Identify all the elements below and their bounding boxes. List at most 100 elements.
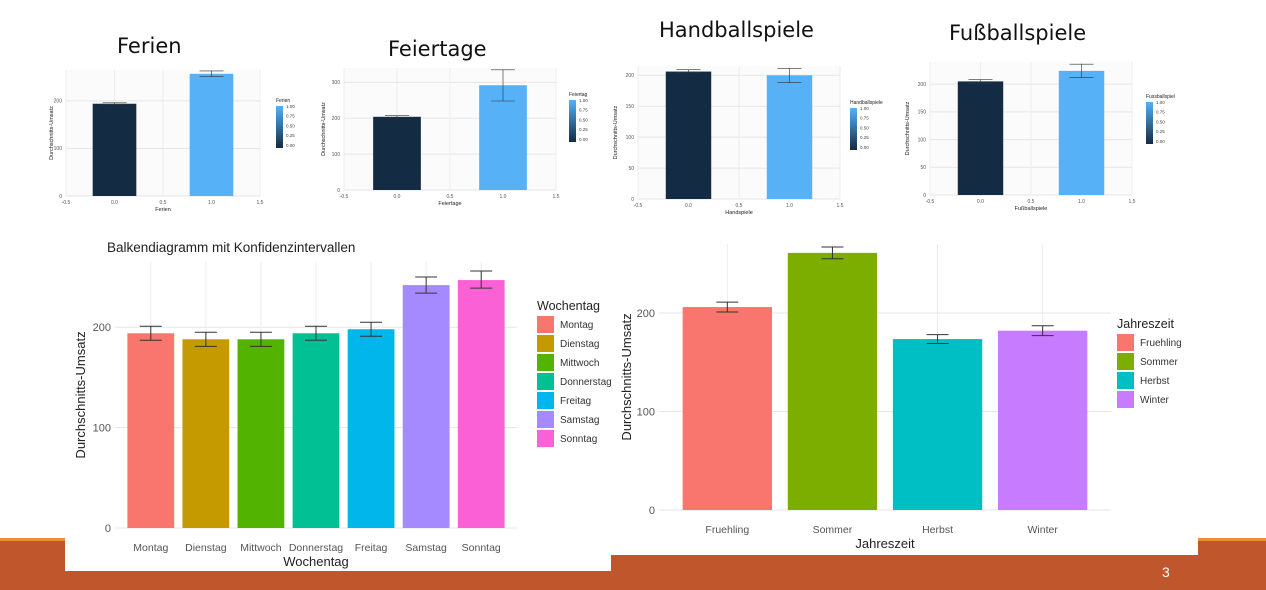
bar-dienstag [182, 339, 230, 528]
legend-label: 0.00 [860, 145, 869, 150]
x-axis-label: Handspiele [725, 210, 753, 216]
bar-0 [957, 81, 1004, 195]
legend-label: 0.50 [1156, 119, 1165, 124]
legend-label: 1.00 [1156, 100, 1165, 105]
legend-label: 0.00 [1156, 139, 1165, 144]
x-tick-label: 0.5 [447, 194, 454, 200]
y-tick-label: 50 [920, 165, 926, 171]
y-tick-label: 150 [918, 110, 927, 116]
y-axis-label: Durchschnitts-Umsatz [613, 105, 619, 159]
y-tick-label: 200 [54, 99, 63, 105]
x-axis-label: Wochentag [283, 554, 349, 569]
x-tick-label: Herbst [922, 524, 953, 536]
legend-label: 0.75 [286, 114, 295, 119]
bar-fruehling [682, 307, 772, 510]
legend-label-freitag: Freitag [560, 396, 591, 407]
bar-0 [92, 103, 137, 196]
legend-title: Wochentag [537, 299, 600, 313]
legend-label: 0.00 [286, 143, 295, 148]
x-tick-label: Samstag [405, 542, 447, 554]
bar-samstag [402, 285, 450, 528]
y-tick-label: 0 [631, 197, 634, 203]
x-axis-label: Jahreszeit [855, 536, 915, 551]
x-tick-label: 1.5 [257, 200, 264, 206]
legend-label-herbst: Herbst [1140, 376, 1170, 387]
x-tick-label: 0.0 [111, 200, 118, 206]
bar-mittwoch [237, 339, 285, 528]
slide-number: 3 [1162, 564, 1170, 580]
x-axis-label: Ferien [155, 207, 171, 213]
chart-handballspiele: 0 50 100 150 200 -0.5 0.0 0.5 1.0 1.5 Handspiele Du… [613, 66, 883, 216]
legend-title: Ferien [276, 98, 290, 104]
legend-colorbar [850, 108, 857, 150]
y-tick-label: 200 [918, 82, 927, 88]
y-tick-label: 100 [626, 135, 635, 141]
y-tick-label: 200 [332, 116, 341, 122]
bar-1 [189, 73, 234, 196]
legend-title: Feiertag [569, 92, 588, 98]
y-axis-label: Durchschnitts-Umsatz [49, 106, 55, 160]
x-axis-label: Feiertage [438, 201, 461, 207]
legend-label: 1.00 [286, 104, 295, 109]
legend-label-dienstag: Dienstag [560, 339, 599, 350]
x-tick-label: Freitag [355, 542, 388, 554]
legend-label: 0.50 [860, 125, 869, 130]
legend-label-mittwoch: Mittwoch [560, 358, 599, 369]
legend-title: Fussballspiel [1146, 94, 1175, 100]
x-tick-label: Winter [1028, 524, 1059, 536]
legend-label-sonntag: Sonntag [560, 434, 597, 445]
x-tick-label: 1.0 [786, 203, 793, 209]
y-tick-label: 0 [923, 193, 926, 199]
x-tick-label: 0.5 [160, 200, 167, 206]
legend-swatch-fruehling [1117, 334, 1134, 351]
legend-colorbar [569, 100, 576, 142]
x-tick-label: -0.5 [62, 200, 71, 206]
y-axis-label: Durchschnitts-Umsatz [619, 313, 634, 440]
legend-label: 0.75 [860, 116, 869, 121]
x-tick-label: Sonntag [462, 542, 501, 554]
legend-label: 0.50 [579, 117, 588, 122]
x-tick-label: 0.5 [1028, 199, 1035, 205]
y-tick-label: 0 [59, 194, 62, 200]
y-tick-label: 100 [54, 146, 63, 152]
chart-jahreszeit: 0 100 200 Fruehling Sommer Herbst Winter Jahres… [619, 244, 1182, 551]
y-axis-label: Durchschnitts-Umsatz [73, 331, 88, 458]
chart-feiertage: 0 100 200 300 -0.5 0.0 0.5 1.0 1.5 Feiertage Durch… [321, 68, 588, 207]
legend-label: 0.75 [579, 108, 588, 113]
x-tick-label: Donnerstag [289, 542, 343, 554]
legend-label: 0.75 [1156, 110, 1165, 115]
x-tick-label: 1.5 [837, 203, 844, 209]
y-tick-label: 0 [649, 505, 655, 517]
legend-swatch-mittwoch [537, 354, 554, 371]
bar-freitag [347, 329, 395, 528]
y-tick-label: 200 [93, 322, 111, 334]
bar-herbst [892, 339, 983, 510]
legend-label: 0.25 [860, 135, 869, 140]
legend-label-fruehling: Fruehling [1140, 338, 1182, 349]
x-tick-label: 0.0 [977, 199, 984, 205]
legend-colorbar [276, 106, 283, 148]
y-tick-label: 150 [626, 104, 635, 110]
x-tick-label: Fruehling [705, 524, 749, 536]
legend-label-donnerstag: Donnerstag [560, 377, 611, 388]
y-tick-label: 200 [637, 308, 655, 320]
legend-swatch-sommer [1117, 353, 1134, 370]
x-axis-label: Fußballspiele [1015, 206, 1048, 212]
bar-sonntag [457, 280, 505, 528]
legend-swatch-montag [537, 316, 554, 333]
legend-label-montag: Montag [560, 320, 593, 331]
legend-swatch-donnerstag [537, 373, 554, 390]
y-tick-label: 50 [628, 166, 634, 172]
title-feiertage: Feiertage [388, 37, 487, 61]
legend-title: Jahreszeit [1117, 317, 1174, 331]
x-tick-label: 0.0 [685, 203, 692, 209]
legend-label: 0.25 [579, 127, 588, 132]
x-tick-label: Mittwoch [240, 542, 282, 554]
legend-swatch-sonntag [537, 430, 554, 447]
legend-label: 1.00 [579, 98, 588, 103]
bar-0 [373, 116, 421, 190]
x-tick-label: Montag [133, 542, 168, 554]
legend-swatch-winter [1117, 391, 1134, 408]
chart-ferien: 0 100 200 -0.5 0.0 0.5 1.0 1.5 Ferien Durchschnit… [49, 70, 295, 213]
x-tick-label: 1.5 [1129, 199, 1136, 205]
